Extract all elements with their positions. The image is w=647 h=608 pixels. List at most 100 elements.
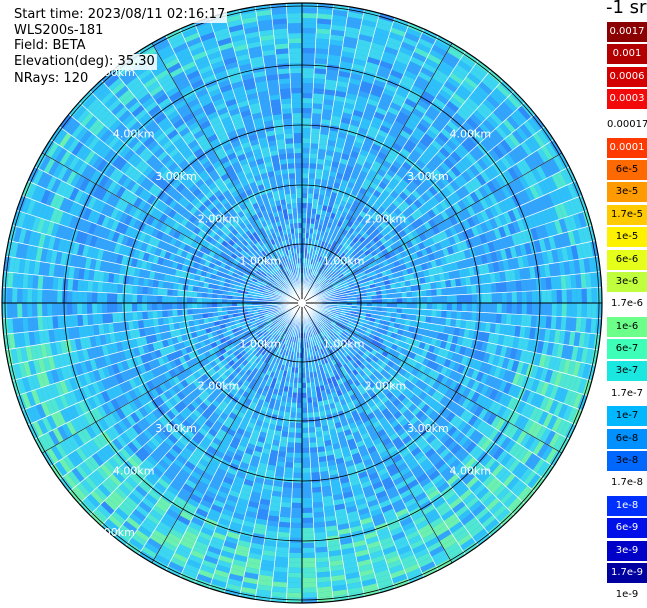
range-gate-cell [262, 198, 270, 205]
range-gate-cell [255, 262, 262, 269]
range-gate-cell [241, 335, 248, 342]
range-gate-cell [172, 71, 187, 83]
range-gate-cell [122, 284, 128, 294]
range-gate-cell [526, 303, 532, 315]
range-gate-cell [246, 155, 256, 163]
range-gate-cell [210, 173, 221, 182]
range-gate-cell [138, 231, 147, 243]
range-gate-cell [193, 371, 201, 380]
range-gate-cell [214, 102, 227, 112]
range-gate-cell [260, 319, 267, 324]
range-gate-cell [204, 338, 211, 346]
range-gate-cell [454, 344, 462, 354]
range-gate-cell [138, 432, 150, 444]
range-gate-cell [446, 517, 461, 530]
range-gate-cell [74, 338, 82, 351]
range-gate-cell [406, 308, 412, 315]
range-gate-cell [76, 482, 91, 497]
range-gate-cell [505, 313, 512, 325]
range-gate-cell [263, 443, 272, 450]
range-gate-cell [596, 303, 602, 319]
range-gate-cell [190, 470, 202, 481]
range-gate-cell [254, 476, 265, 484]
range-gate-cell [250, 433, 259, 441]
range-gate-cell [111, 139, 124, 152]
range-gate-cell [382, 325, 389, 331]
range-gate-cell [157, 73, 172, 85]
range-gate-cell [264, 315, 270, 320]
range-gate-cell [193, 363, 202, 372]
range-gate-cell [114, 263, 121, 275]
range-gate-cell [586, 303, 592, 319]
range-gate-cell [280, 289, 286, 293]
range-gate-cell [246, 443, 256, 451]
range-gate-cell [467, 414, 479, 427]
range-gate-cell [309, 377, 315, 383]
range-gate-cell [152, 408, 163, 420]
range-gate-cell [49, 193, 60, 208]
range-gate-cell [208, 88, 222, 98]
range-gate-cell [163, 105, 177, 117]
range-gate-cell [75, 362, 84, 376]
range-gate-cell [285, 340, 290, 346]
range-gate-cell [276, 323, 281, 328]
range-gate-cell [202, 240, 210, 248]
range-gate-cell [118, 244, 127, 256]
range-gate-cell [203, 41, 219, 51]
range-gate-cell [207, 51, 222, 61]
range-gate-cell [287, 335, 292, 341]
range-gate-cell [296, 397, 302, 403]
range-gate-cell [135, 88, 150, 101]
range-gate-cell [259, 258, 266, 265]
range-gate-cell [122, 72, 138, 86]
range-gate-cell [180, 370, 189, 380]
range-gate-cell [128, 247, 136, 258]
range-gate-cell [449, 343, 457, 353]
range-gate-cell [125, 339, 133, 350]
range-gate-cell [21, 181, 33, 198]
range-gate-cell [21, 392, 32, 409]
range-gate-cell [302, 417, 309, 423]
range-gate-cell [472, 528, 488, 542]
range-gate-cell [384, 320, 390, 327]
range-gate-cell [358, 563, 374, 572]
range-gate-cell [282, 250, 287, 257]
range-gate-cell [359, 475, 371, 484]
range-gate-cell [324, 383, 330, 390]
range-gate-cell [187, 291, 193, 298]
range-gate-cell [337, 361, 343, 368]
range-gate-cell [238, 242, 246, 250]
range-gate-cell [264, 313, 270, 318]
range-gate-cell [291, 507, 302, 513]
range-gate-cell [406, 303, 412, 309]
range-gate-cell [96, 159, 108, 173]
range-gate-cell [493, 390, 503, 403]
range-gate-cell [438, 505, 452, 517]
range-gate-cell [237, 338, 244, 344]
range-gate-cell [190, 143, 202, 154]
range-gate-cell [302, 512, 314, 518]
range-gate-cell [356, 335, 363, 342]
range-gate-cell [459, 537, 476, 551]
range-gate-cell [210, 391, 219, 400]
range-gate-cell [59, 394, 69, 409]
range-gate-cell [316, 316, 321, 321]
range-gate-cell [50, 178, 62, 194]
range-gate-cell [302, 412, 308, 418]
range-gate-cell [316, 441, 325, 448]
range-gate-cell [73, 189, 84, 204]
range-gate-cell [83, 133, 97, 148]
range-gate-cell [260, 172, 269, 180]
range-gate-cell [429, 353, 438, 362]
range-gate-cell [465, 426, 476, 439]
range-gate-cell [144, 414, 155, 426]
range-gate-cell [82, 385, 92, 399]
range-gate-cell [289, 542, 302, 548]
range-gate-cell [139, 132, 152, 144]
range-gate-cell [120, 371, 129, 383]
range-gate-cell [182, 446, 194, 457]
range-gate-cell [92, 185, 103, 199]
range-gate-cell [285, 291, 290, 295]
range-gate-cell [193, 388, 202, 397]
range-gate-cell [358, 512, 372, 521]
